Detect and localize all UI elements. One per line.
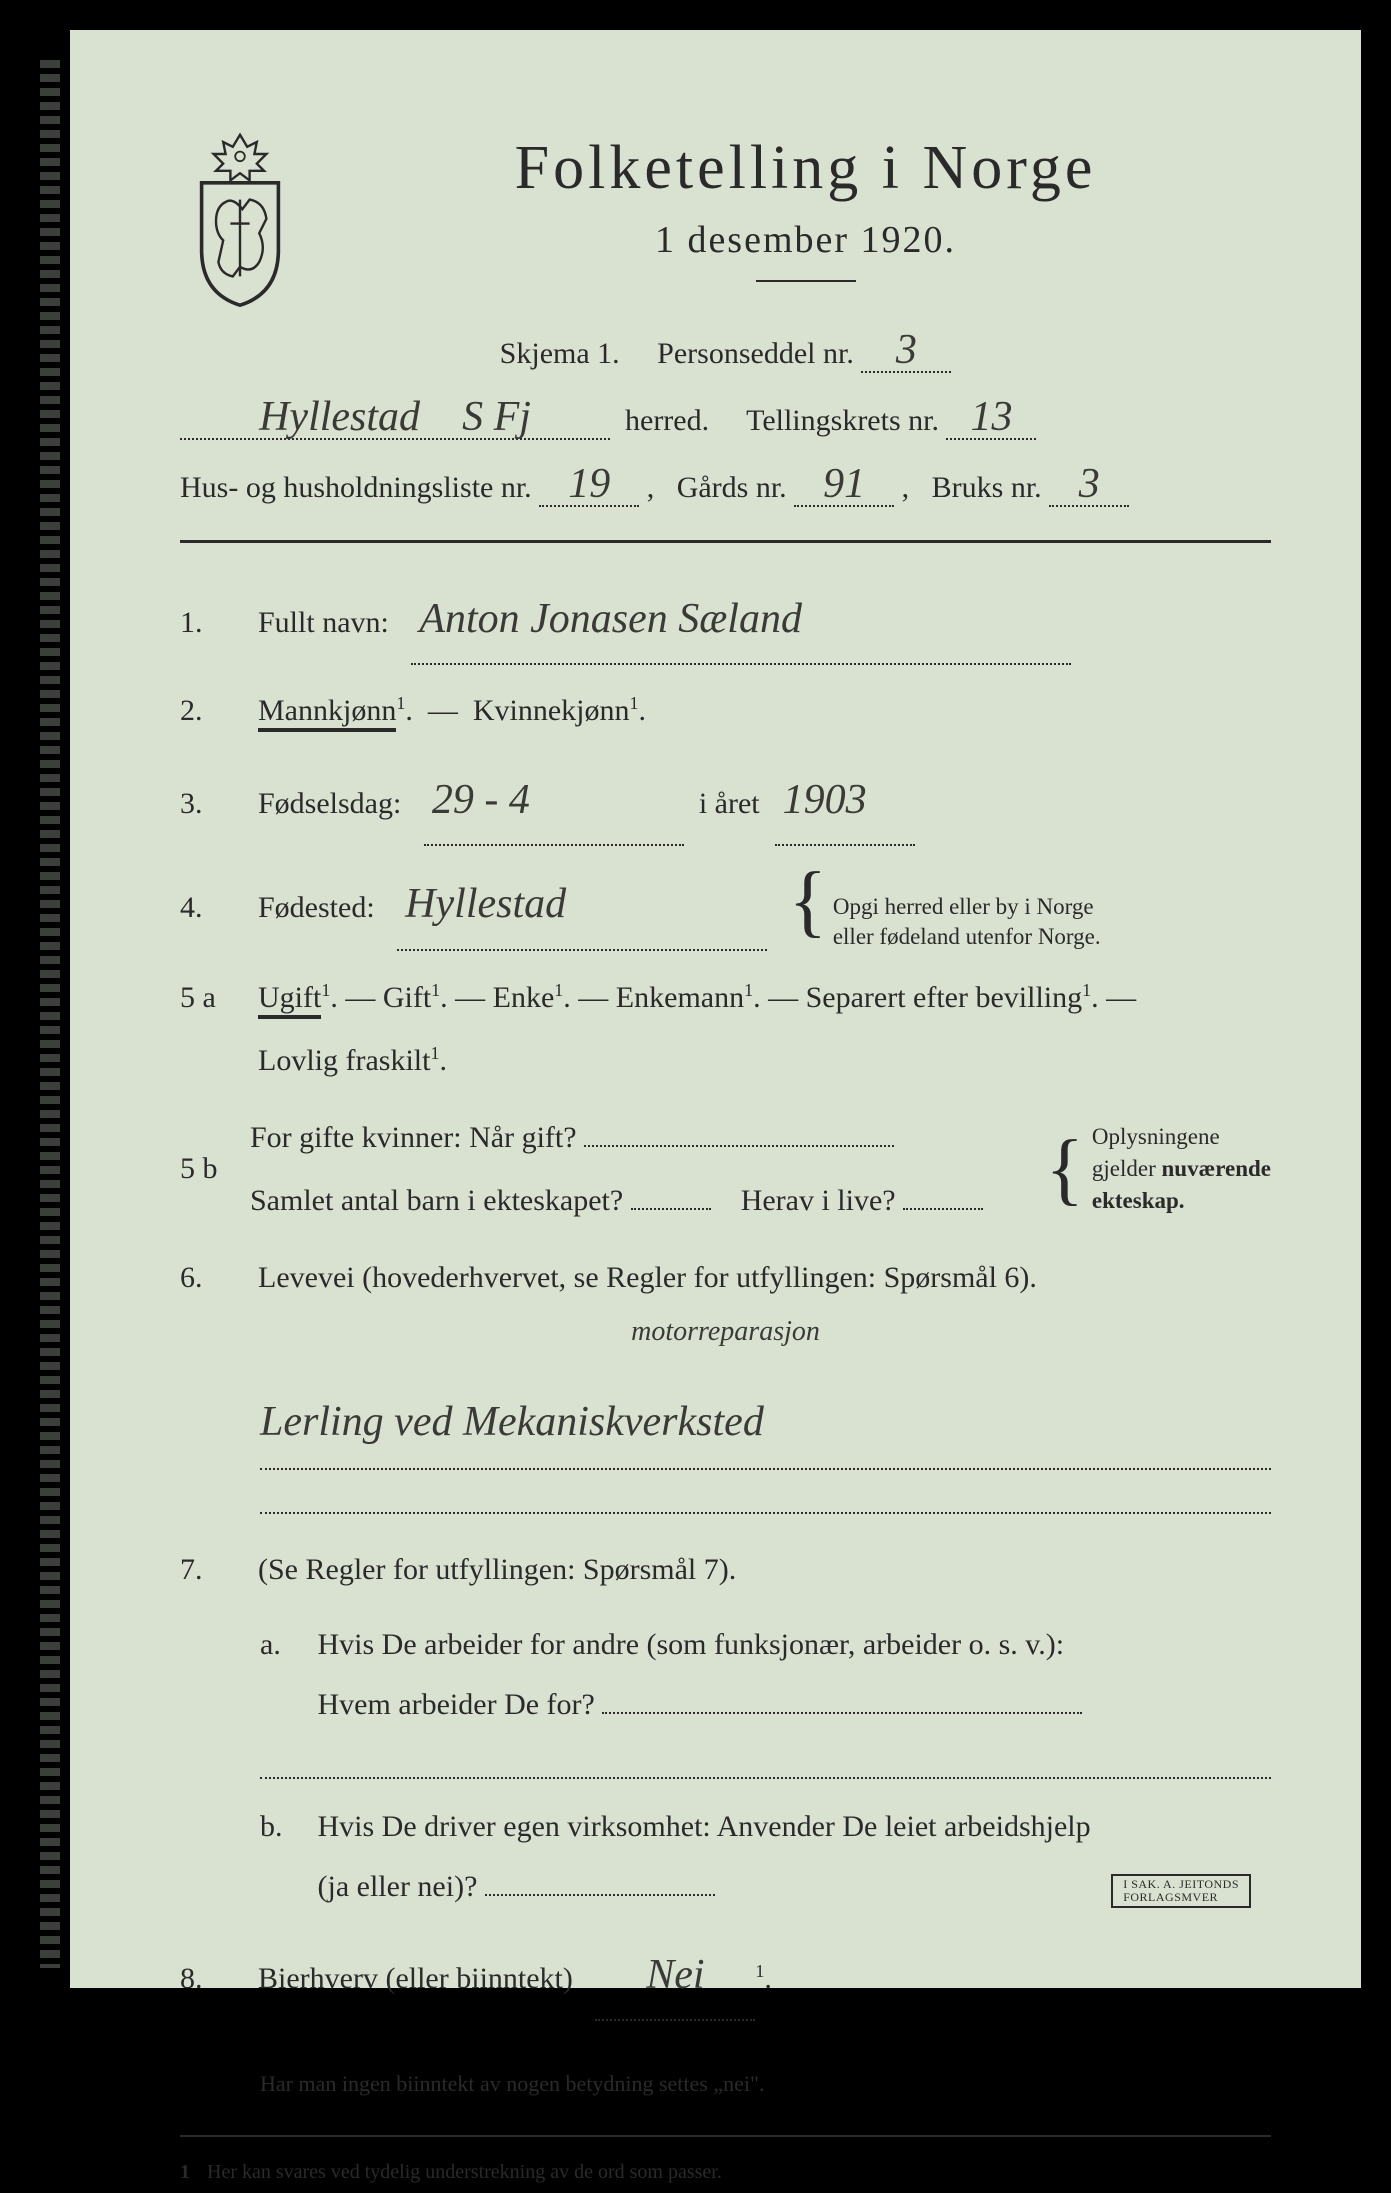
q5b-note2: gjelder nuværende (1092, 1156, 1271, 1181)
footnote: 1 Her kan svares ved tydelig understrekn… (180, 2151, 1271, 2193)
footer-note: Har man ingen biinntekt av nogen betydni… (260, 2061, 1271, 2107)
q5b-l2a: Samlet antal barn i ekteskapet? (250, 1184, 623, 1217)
q8-label: Bierhverv (eller biinntekt) (258, 1962, 573, 1995)
gards-label: Gårds nr. (677, 471, 787, 504)
q5a-opt0: Ugift (258, 981, 321, 1019)
printer-stamp: I SAK. A. JEITONDS FORLAGSMVER (1111, 1874, 1251, 1908)
q8-value: Nei (595, 1931, 755, 2021)
q7-label: (Se Regler for utfyllingen: Spørsmål 7). (258, 1538, 1271, 1601)
q3-num: 3. (180, 772, 240, 835)
q5b-note: { Oplysningene gjelder nuværende ekteska… (1045, 1121, 1271, 1218)
q2: 2. Mannkjønn1. — Kvinnekjønn1. (180, 679, 1271, 742)
q4-note1: Opgi herred eller by i Norge (833, 894, 1094, 919)
q5a-num: 5 a (180, 966, 240, 1029)
q7a-l2: Hvem arbeider De for? (318, 1688, 595, 1721)
q5b-barn-value (631, 1208, 711, 1210)
q4-note: { Opgi herred eller by i Norge eller fød… (789, 869, 1101, 952)
q7b-l1: Hvis De driver egen virksomhet: Anvender… (318, 1810, 1091, 1843)
stamp-l1: I SAK. A. JEITONDS (1123, 1877, 1239, 1891)
q6-label: Levevei (hovederhvervet, se Regler for u… (258, 1246, 1271, 1309)
q7-num: 7. (180, 1538, 240, 1601)
gards-nr: 91 (794, 463, 894, 507)
q1: 1. Fullt navn: Anton Jonasen Sæland (180, 575, 1271, 665)
q3-day: 29 - 4 (424, 756, 684, 846)
q7a-value (602, 1712, 1082, 1714)
divider-top (180, 540, 1271, 543)
sub-title: 1 desember 1920. (340, 218, 1271, 262)
q2-opt2: Kvinnekjønn (473, 694, 630, 727)
q5a-opt3: Enkemann (616, 981, 744, 1014)
personseddel-nr: 3 (861, 329, 951, 373)
q5b-l2b: Herav i live? (741, 1184, 896, 1217)
stamp-l2: FORLAGSMVER (1123, 1890, 1218, 1904)
meta-block: Skjema 1. Personseddel nr. 3 Hyllestad S… (180, 325, 1271, 516)
q6: 6. Levevei (hovederhvervet, se Regler fo… (180, 1246, 1271, 1514)
herred-label: herred. (625, 404, 709, 437)
q4: 4. Fødested: Hyllestad { Opgi herred ell… (180, 860, 1271, 951)
coat-of-arms-icon (180, 130, 300, 315)
personseddel-label: Personseddel nr. (657, 337, 854, 370)
form-body: 1. Fullt navn: Anton Jonasen Sæland 2. M… (180, 575, 1271, 2193)
title-divider (756, 280, 856, 282)
q7a: a. Hvis De arbeider for andre (som funks… (260, 1615, 1271, 1735)
husliste-label: Hus- og husholdningsliste nr. (180, 471, 532, 504)
q5a-opt1: Gift (383, 981, 431, 1014)
title-block: Folketelling i Norge 1 desember 1920. (340, 133, 1271, 312)
q5b-gift-value (584, 1145, 894, 1147)
q4-label: Fødested: (258, 891, 375, 924)
tellingskrets-label: Tellingskrets nr. (746, 404, 939, 437)
herred-code: S Fj (462, 394, 531, 440)
q3: 3. Fødselsdag: 29 - 4 i året 1903 (180, 756, 1271, 846)
census-form: Folketelling i Norge 1 desember 1920. Sk… (70, 30, 1361, 1988)
bruks-nr: 3 (1049, 463, 1129, 507)
perforation-edge (40, 60, 60, 1968)
q4-value: Hyllestad (397, 860, 767, 950)
herred-name: Hyllestad (259, 394, 420, 440)
divider-bottom (180, 2135, 1271, 2137)
q8: 8. Bierhverv (eller biinntekt) Nei1. (180, 1931, 1271, 2021)
q1-value: Anton Jonasen Sæland (411, 575, 1071, 665)
footnote-text: Her kan svares ved tydelig understreknin… (207, 2161, 722, 2183)
q6-num: 6. (180, 1246, 240, 1309)
q3-mid: i året (699, 787, 760, 820)
q7: 7. (Se Regler for utfyllingen: Spørsmål … (180, 1538, 1271, 1601)
q5b-note1: Oplysningene (1092, 1124, 1220, 1149)
skjema-label: Skjema 1. (500, 337, 620, 370)
q5a-opt2: Enke (493, 981, 555, 1014)
q5b-num: 5 b (180, 1137, 240, 1200)
q6-value: Lerling ved Mekaniskverksted (260, 1378, 1271, 1470)
q3-label: Fødselsdag: (258, 787, 401, 820)
q5b-note3: ekteskap. (1092, 1188, 1185, 1213)
main-title: Folketelling i Norge (340, 133, 1271, 204)
q7b-l2: (ja eller nei)? (318, 1870, 478, 1903)
q2-opt1: Mannkjønn (258, 694, 396, 732)
q8-num: 8. (180, 1947, 240, 2010)
q4-note2: eller fødeland utenfor Norge. (833, 924, 1101, 949)
husliste-nr: 19 (539, 463, 639, 507)
q3-year: 1903 (775, 756, 915, 846)
q6-blank-line (260, 1480, 1271, 1514)
q5b-live-value (903, 1208, 983, 1210)
q7b-value (485, 1894, 715, 1896)
header: Folketelling i Norge 1 desember 1920. (180, 130, 1271, 315)
q5a: 5 a Ugift1. — Gift1. — Enke1. — Enkemann… (180, 966, 1271, 1092)
q1-label: Fullt navn: (258, 606, 389, 639)
q7a-l1: Hvis De arbeider for andre (som funksjon… (318, 1628, 1065, 1661)
q5a-line2: Lovlig fraskilt (258, 1044, 430, 1077)
q5a-opt4: Separert efter bevilling (806, 981, 1083, 1014)
q1-num: 1. (180, 591, 240, 654)
q5b: 5 b For gifte kvinner: Når gift? Samlet … (180, 1106, 1271, 1232)
q5b-l1: For gifte kvinner: Når gift? (250, 1121, 577, 1154)
q4-num: 4. (180, 876, 240, 939)
bruks-label: Bruks nr. (932, 471, 1042, 504)
tellingskrets-nr: 13 (946, 396, 1036, 440)
page-wrap: Folketelling i Norge 1 desember 1920. Sk… (0, 0, 1391, 2048)
q6-interlinear: motorreparasjon (180, 1303, 1271, 1362)
q7a-blank-line (260, 1745, 1271, 1779)
q2-num: 2. (180, 679, 240, 742)
